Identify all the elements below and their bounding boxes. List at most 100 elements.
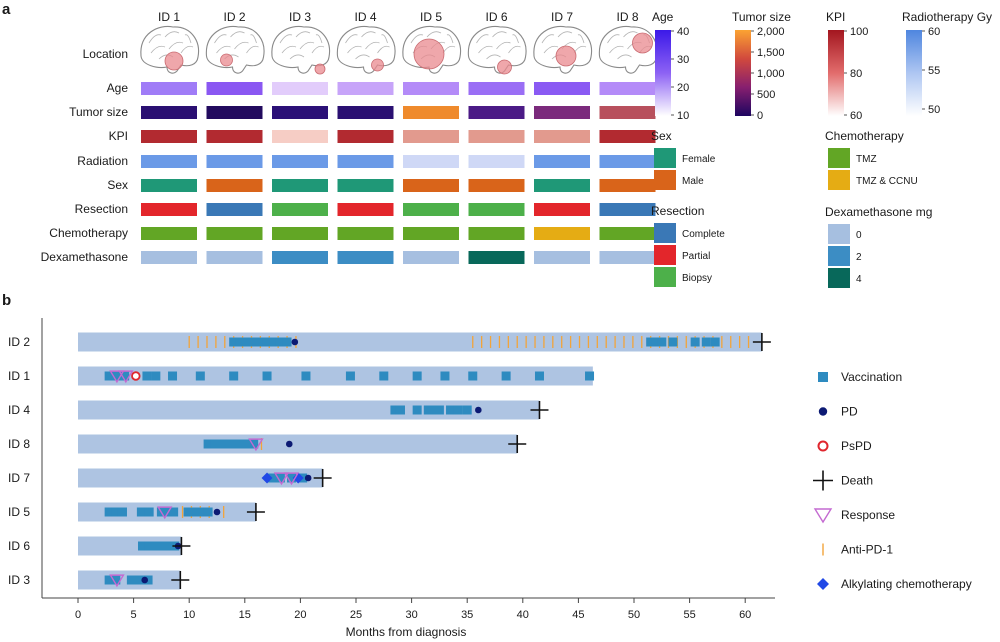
vaccination-marker [585, 371, 595, 381]
cell-kpi-id-8 [599, 130, 656, 143]
legend-dexamethasone: Dexamethasone mg 0 2 4 [825, 205, 932, 288]
vaccination-marker [183, 507, 193, 517]
brain-id-6 [467, 25, 527, 75]
vaccination-marker [117, 507, 127, 517]
cell-resection-id-6 [468, 203, 525, 216]
x-tick-label-35: 35 [461, 609, 473, 621]
lane-label-id-8: ID 8 [8, 437, 30, 451]
vaccination-marker [144, 541, 154, 551]
legend-kpi-title: KPI [826, 10, 845, 24]
vaccination-marker [229, 337, 239, 347]
legend-sex: Sex Female Male [651, 129, 716, 190]
age-tick-40: 40 [677, 26, 689, 38]
x-tick-label-20: 20 [294, 609, 306, 621]
vaccination-marker [275, 473, 285, 483]
legend-resection-swatch-complete [654, 223, 676, 243]
vaccination-marker [249, 439, 259, 449]
legend-dexamethasone-label-4: 4 [856, 274, 862, 285]
vaccination-marker [151, 371, 161, 381]
response-marker [283, 472, 300, 486]
cell-dexamethasone-id-6 [468, 251, 525, 264]
brain-outline [140, 25, 200, 74]
age-tick-20: 20 [677, 82, 689, 94]
vaccination-marker [412, 405, 422, 415]
patient-header-id-1: ID 1 [158, 10, 180, 24]
vaccination-marker [646, 337, 656, 347]
legend-radiotherapy-title: Radiotherapy Gy [902, 10, 992, 24]
cell-resection-id-5 [403, 203, 459, 216]
legend-radiotherapy-ticks: 60 55 50 [922, 26, 940, 116]
legend-chemotherapy-label-tmz-ccnu: TMZ & CCNU [856, 176, 918, 187]
vaccination-marker [190, 507, 200, 517]
vaccination-marker [111, 575, 121, 585]
legend-chemotherapy-swatch-tmz-ccnu [828, 170, 850, 190]
brain-gyrus [216, 45, 231, 54]
legend-sex-swatch-male [654, 170, 676, 190]
legend-radiotherapy-colorbar [906, 30, 922, 116]
vaccination-marker [282, 337, 292, 347]
brain-gyri [279, 31, 325, 60]
legend-resection-label-partial: Partial [682, 251, 710, 262]
survival-bar [78, 468, 323, 488]
vaccination-marker [390, 405, 400, 415]
cell-tumor-size-id-2 [206, 106, 263, 119]
pd-marker [213, 508, 221, 516]
vaccination-marker [255, 337, 265, 347]
cell-dexamethasone-id-4 [337, 251, 394, 264]
legend-sex-title: Sex [651, 129, 672, 143]
vaccination-marker [203, 507, 213, 517]
lane-label-id-1: ID 1 [8, 369, 30, 383]
cell-dexamethasone-id-3 [272, 251, 328, 264]
legend-resection-swatch-biopsy [654, 267, 676, 287]
x-tick-label-55: 55 [683, 609, 695, 621]
cell-age-id-5 [403, 82, 459, 95]
vaccination-marker [287, 473, 297, 483]
swim-legend-symbol [817, 578, 829, 590]
swim-legend-item-response: Response [813, 508, 895, 524]
brain-gyrus [496, 41, 511, 50]
brain-gyrus [492, 31, 507, 38]
brain-gyrus [541, 34, 555, 44]
vaccination-marker [651, 337, 661, 347]
tumor-tick-1-000: 1,000 [757, 68, 785, 80]
brain-gyrus [577, 34, 585, 44]
brain-gyrus [295, 31, 311, 38]
vaccination-marker [126, 575, 136, 585]
vaccination-marker [168, 371, 178, 381]
cell-chemotherapy-id-1 [141, 227, 197, 240]
tumor-location-marker [413, 38, 445, 70]
vaccination-marker [534, 371, 544, 381]
row-label-chemotherapy: Chemotherapy [49, 226, 128, 240]
cell-resection-id-4 [337, 203, 394, 216]
cell-resection-id-1 [141, 203, 197, 216]
alkylating-marker [292, 472, 304, 484]
cell-radiation-id-4 [337, 155, 394, 168]
brain-gyrus [426, 31, 442, 38]
vaccination-marker [236, 439, 246, 449]
brain-gyrus [347, 45, 362, 54]
vaccination-marker [453, 405, 463, 415]
brain-gyrus [289, 54, 305, 60]
pd-marker [304, 474, 312, 482]
panel-b-label: b [2, 292, 11, 309]
kpi-tick-60: 60 [850, 110, 862, 122]
brain-gyrus [508, 45, 521, 54]
cell-chemotherapy-id-4 [337, 227, 394, 240]
swim-legend-item-vaccination: Vaccination [818, 370, 902, 384]
x-tick-label-15: 15 [239, 609, 251, 621]
vaccination-marker [710, 337, 720, 347]
patient-header-id-5: ID 5 [420, 10, 442, 24]
patient-header-id-8: ID 8 [616, 10, 638, 24]
legend-chemotherapy-title: Chemotherapy [825, 129, 904, 143]
row-label-age: Age [107, 81, 129, 95]
cell-radiation-id-7 [534, 155, 590, 168]
cell-kpi-id-6 [468, 130, 525, 143]
pspd-marker [131, 371, 141, 381]
cell-tumor-size-id-6 [468, 106, 525, 119]
brain-gyrus [230, 31, 245, 38]
kpi-tick-100: 100 [850, 26, 868, 38]
brain-gyrus [148, 34, 162, 44]
brain-gyrus [512, 34, 519, 44]
legend-kpi-colorbar [828, 30, 844, 116]
swim-legend-label: PsPD [841, 439, 872, 453]
